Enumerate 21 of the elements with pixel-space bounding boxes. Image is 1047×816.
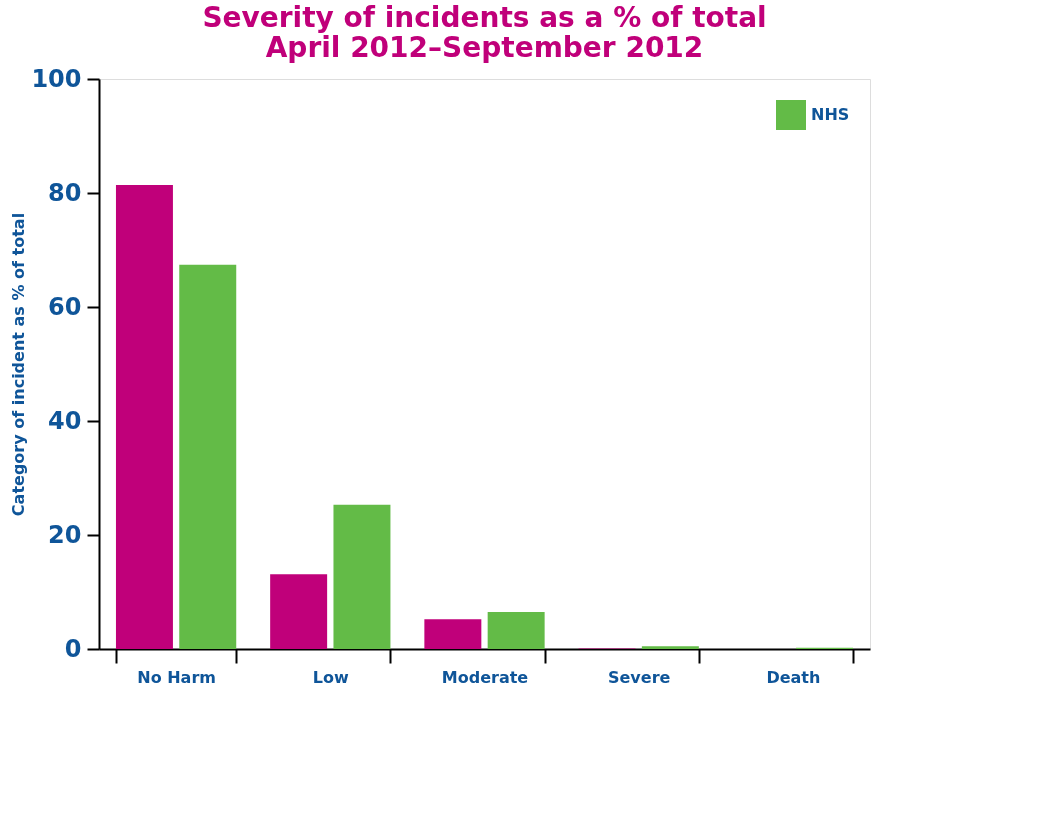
x-tick-label: Severe	[608, 667, 671, 687]
x-tick-label: No Harm	[137, 667, 216, 687]
x-tick-label: Death	[766, 667, 821, 687]
y-tick-label: 0	[64, 634, 82, 663]
y-tick-label: 40	[48, 406, 82, 435]
bar	[270, 574, 328, 649]
bar	[115, 185, 173, 649]
bar	[333, 504, 391, 649]
bar	[179, 264, 237, 649]
y-tick-label: 20	[48, 520, 82, 549]
y-axis-title: Category of incident as % of total	[9, 212, 29, 517]
y-tick-label: 100	[31, 64, 82, 93]
bar	[487, 611, 545, 649]
chart-title: Severity of incidents as a % of total April 2012–September 2012	[202, 1, 767, 64]
x-tick-label: Moderate	[441, 667, 529, 687]
y-tick-label: 80	[48, 178, 82, 207]
x-tick-label: Low	[312, 667, 349, 687]
bar	[641, 646, 699, 649]
y-tick-label: 60	[48, 292, 82, 321]
legend-label: NHS	[811, 105, 850, 124]
bar	[424, 619, 482, 649]
